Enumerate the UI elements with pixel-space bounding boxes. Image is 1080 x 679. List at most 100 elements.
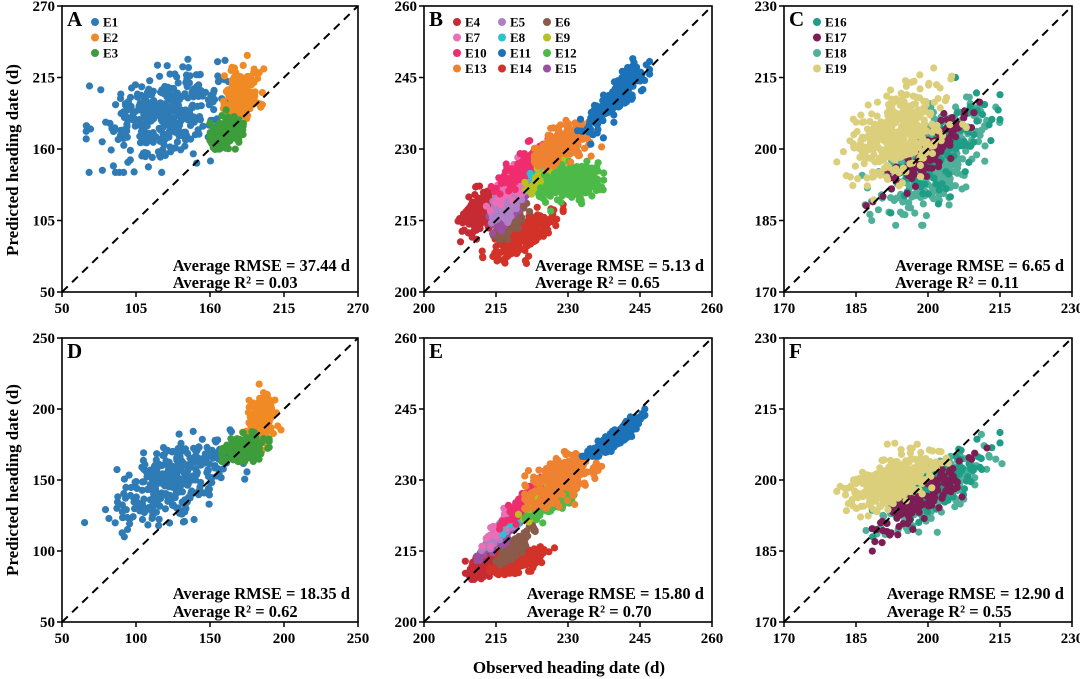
data-point: [120, 168, 128, 176]
data-point: [541, 222, 550, 230]
data-point: [908, 137, 916, 145]
x-tick-label: 260: [701, 301, 724, 317]
panel-b-annotation-r2: Average R² = 0.65: [535, 273, 660, 292]
data-point: [928, 128, 936, 136]
data-point: [198, 435, 206, 443]
data-point: [189, 103, 197, 111]
data-point: [936, 84, 944, 92]
data-point: [255, 380, 263, 388]
data-point: [475, 202, 484, 210]
data-point: [919, 200, 927, 208]
data-point: [942, 168, 950, 176]
data-point: [862, 147, 870, 155]
data-point: [122, 483, 130, 491]
panel-d-series-e3: [218, 428, 273, 466]
data-point: [125, 471, 133, 479]
x-tick-label: 270: [347, 301, 370, 317]
data-point: [883, 138, 891, 146]
data-point: [942, 163, 950, 171]
x-tick-label: 160: [199, 301, 222, 317]
data-point: [195, 443, 203, 451]
data-point: [184, 55, 192, 63]
data-point: [228, 128, 236, 136]
data-point: [155, 103, 163, 111]
data-point: [899, 164, 908, 172]
data-point: [162, 100, 170, 108]
data-point: [610, 111, 618, 119]
data-point: [911, 100, 920, 108]
data-point: [175, 121, 184, 129]
data-point: [908, 119, 916, 127]
data-point: [471, 224, 479, 232]
data-point: [141, 507, 149, 515]
data-point: [851, 162, 860, 170]
data-point: [255, 69, 263, 77]
data-point: [981, 142, 989, 150]
y-tick-label: 215: [395, 214, 418, 230]
data-point: [211, 436, 219, 444]
data-point: [526, 137, 534, 145]
data-point: [856, 153, 864, 161]
data-point: [561, 133, 569, 141]
data-point: [138, 515, 147, 524]
data-point: [258, 89, 266, 97]
data-point: [184, 481, 192, 489]
data-point: [190, 118, 198, 126]
data-point: [596, 110, 604, 118]
data-point: [599, 134, 608, 142]
data-point: [866, 210, 874, 218]
data-point: [513, 235, 522, 243]
data-point: [267, 413, 275, 421]
x-tick-label: 100: [125, 631, 148, 647]
y-tick-label: 100: [33, 544, 56, 560]
data-point: [962, 183, 970, 191]
data-point: [161, 505, 169, 513]
data-point: [158, 89, 166, 97]
legend-label: E1: [103, 15, 118, 30]
data-point: [135, 102, 143, 110]
y-tick-label: 160: [33, 142, 56, 158]
legend-label: E2: [103, 30, 118, 45]
data-point: [179, 132, 187, 140]
data-point: [257, 400, 265, 409]
data-point: [489, 252, 497, 260]
data-point: [216, 121, 224, 129]
data-point: [546, 132, 554, 140]
y-tick-label: 260: [395, 0, 418, 15]
data-point: [136, 132, 144, 140]
data-point: [239, 80, 247, 89]
data-point: [111, 168, 120, 176]
data-point: [920, 120, 929, 128]
data-point: [85, 168, 93, 176]
data-point: [165, 472, 173, 480]
data-point: [610, 118, 618, 126]
data-point: [962, 93, 971, 101]
data-point: [863, 125, 872, 133]
data-point: [179, 115, 187, 123]
x-tick-label: 150: [199, 631, 222, 647]
data-point: [187, 135, 195, 143]
legend-marker: [453, 49, 461, 57]
data-point: [911, 190, 919, 198]
data-point: [970, 109, 978, 117]
data-point: [937, 143, 945, 151]
data-point: [923, 172, 931, 180]
data-point: [216, 132, 224, 140]
legend-label: E16: [825, 15, 847, 30]
data-point: [189, 454, 197, 462]
data-point: [263, 390, 271, 399]
legend-marker: [91, 33, 99, 42]
x-tick-label: 200: [413, 301, 436, 317]
data-point: [501, 177, 509, 185]
data-point: [948, 72, 956, 80]
data-point: [571, 166, 579, 174]
panel-b-annotation-rmse: Average RMSE = 5.13 d: [535, 256, 704, 275]
data-point: [247, 74, 255, 82]
data-point: [953, 109, 961, 117]
data-point: [890, 115, 899, 123]
data-point: [621, 78, 629, 86]
data-point: [962, 123, 970, 131]
